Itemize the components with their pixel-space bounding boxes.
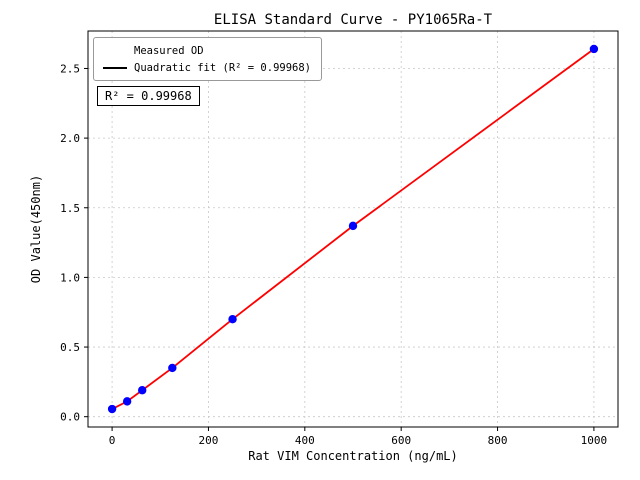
legend-entry-quadratic-fit: Quadratic fit (R² = 0.99968) — [102, 59, 311, 76]
red-line-icon — [103, 66, 127, 69]
x-tick-label: 0 — [109, 434, 116, 447]
y-axis-label: OD Value(450nm) — [29, 174, 43, 284]
legend-dot-marker — [102, 47, 128, 55]
legend: Measured OD Quadratic fit (R² = 0.99968) — [93, 37, 323, 81]
r-squared-annotation: R² = 0.99968 — [97, 86, 200, 106]
legend-entry-measured-od: Measured OD — [102, 42, 311, 59]
chart-title: ELISA Standard Curve - PY1065Ra-T — [213, 12, 493, 28]
x-axis-label: Rat VIM Concentration (ng/mL) — [248, 449, 458, 463]
data-point — [122, 397, 132, 406]
data-point — [228, 314, 237, 324]
data-point — [138, 386, 147, 395]
y-tick-label: 1.0 — [60, 271, 80, 284]
x-tick-label: 800 — [488, 434, 508, 447]
x-tick-label: 400 — [295, 434, 315, 447]
data-point — [348, 221, 358, 231]
blue-dot-icon — [111, 47, 119, 55]
legend-label-quadratic-fit: Quadratic fit (R² = 0.99968) — [134, 61, 312, 74]
plot-frame — [87, 30, 619, 428]
y-tick-label: 0.0 — [60, 411, 80, 424]
x-tick-label: 200 — [199, 434, 219, 447]
x-tick-label: 600 — [391, 434, 411, 447]
y-tick-label: 2.5 — [60, 62, 80, 75]
legend-line-marker — [102, 66, 128, 69]
y-tick-label: 0.5 — [60, 341, 80, 354]
legend-label-measured-od: Measured OD — [134, 44, 204, 57]
y-tick-label: 2.0 — [60, 132, 80, 145]
y-tick-label: 1.5 — [60, 202, 80, 215]
data-point — [107, 404, 117, 414]
data-point — [168, 363, 177, 373]
x-tick-label: 1000 — [581, 434, 608, 447]
data-point — [589, 44, 599, 54]
